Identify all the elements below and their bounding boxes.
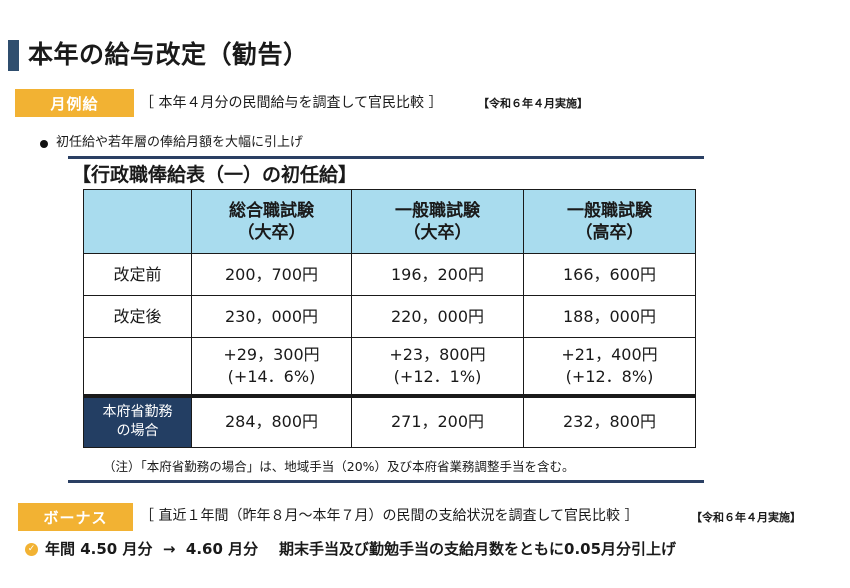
table-bottom-rule	[68, 480, 704, 483]
table-cell: 232，800円	[523, 393, 696, 448]
table-top-rule	[68, 156, 704, 159]
row-label-blank	[83, 337, 192, 396]
starting-salary-table: 総合職試験 （大卒） 一般職試験 （大卒） 一般職試験 （高卒） 改定前 200…	[83, 189, 696, 448]
bonus-summary: 年間 4.50 月分 → 4.60 月分 期末手当及び勤勉手当の支給月数をともに…	[45, 540, 677, 558]
table-cell: +21，400円 (+12．8%)	[523, 337, 696, 396]
bullet-text: 初任給や若年層の俸給月額を大幅に引上げ	[56, 135, 304, 150]
row-label-line1: 本府省勤務	[102, 404, 173, 421]
header-line1: 総合職試験	[229, 200, 314, 221]
table-cell: 196，200円	[351, 253, 524, 296]
table-row-honfu: 本府省勤務 の場合 284，800円 271，200円 232，800円	[83, 393, 696, 448]
page-title: 本年の給与改定（勧告）	[28, 40, 309, 69]
check-circle-icon: ✓	[25, 543, 38, 556]
table-cell: 220，000円	[351, 295, 524, 338]
table-cell: 166，600円	[523, 253, 696, 296]
table-cell: 284，800円	[191, 393, 352, 448]
table-title: 【行政職俸給表（一）の初任給】	[72, 164, 358, 186]
table-cell: 271，200円	[351, 393, 524, 448]
monthly-salary-description: ［ 本年４月分の民間給与を調査して官民比較 ］	[140, 95, 443, 111]
diff-percent: (+12．8%)	[565, 366, 654, 386]
table-cell: 230，000円	[191, 295, 352, 338]
table-header-row: 総合職試験 （大卒） 一般職試験 （大卒） 一般職試験 （高卒）	[83, 189, 696, 254]
header-blank	[83, 189, 192, 254]
header-line1: 一般職試験	[395, 200, 480, 221]
table-footnote: （注）「本府省勤務の場合」は、地域手当（20%）及び本府省業務調整手当を含む。	[103, 459, 575, 474]
diff-percent: (+14．6%)	[227, 366, 316, 386]
header-sogo-daisotsu: 総合職試験 （大卒）	[191, 189, 352, 254]
header-line2: （大卒）	[403, 222, 472, 243]
bonus-effective-date: 【令和６年４月実施】	[691, 511, 801, 524]
diff-amount: +23，800円	[389, 344, 486, 364]
diff-amount: +21，400円	[561, 344, 658, 364]
header-ippan-daisotsu: 一般職試験 （大卒）	[351, 189, 524, 254]
header-ippan-kousotsu: 一般職試験 （高卒）	[523, 189, 696, 254]
table-cell: 200，700円	[191, 253, 352, 296]
header-line2: （高卒）	[575, 222, 644, 243]
bonus-tag: ボーナス	[18, 503, 133, 531]
diff-amount: +29，300円	[223, 344, 320, 364]
table-cell: 188，000円	[523, 295, 696, 338]
monthly-salary-effective-date: 【令和６年４月実施】	[478, 97, 588, 110]
title-accent-bar	[8, 40, 19, 71]
header-line1: 一般職試験	[567, 200, 652, 221]
diff-percent: (+12．1%)	[393, 366, 482, 386]
table-row-before: 改定前 200，700円 196，200円 166，600円	[83, 253, 696, 296]
row-label: 改定後	[83, 295, 192, 338]
table-row-difference: +29，300円 (+14．6%) +23，800円 (+12．1%) +21，…	[83, 337, 696, 396]
header-line2: （大卒）	[237, 222, 306, 243]
bullet-icon	[40, 140, 48, 148]
table-cell: +29，300円 (+14．6%)	[191, 337, 352, 396]
row-label-line2: の場合	[116, 423, 159, 440]
row-label-honfu: 本府省勤務 の場合	[83, 393, 192, 448]
bonus-description: ［ 直近１年間（昨年８月～本年７月）の民間の支給状況を調査して官民比較 ］	[140, 508, 639, 524]
table-row-after: 改定後 230，000円 220，000円 188，000円	[83, 295, 696, 338]
row-label: 改定前	[83, 253, 192, 296]
monthly-salary-tag: 月例給	[15, 89, 134, 117]
table-cell: +23，800円 (+12．1%)	[351, 337, 524, 396]
